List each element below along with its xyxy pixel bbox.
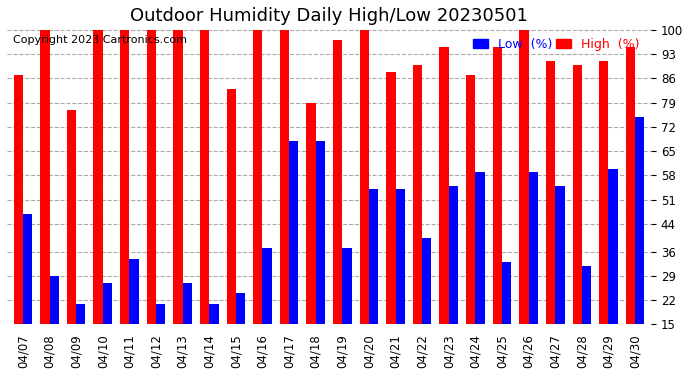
- Title: Outdoor Humidity Daily High/Low 20230501: Outdoor Humidity Daily High/Low 20230501: [130, 7, 528, 25]
- Bar: [130, 259, 139, 375]
- Bar: [279, 30, 289, 375]
- Bar: [76, 304, 86, 375]
- Bar: [316, 141, 325, 375]
- Bar: [173, 30, 183, 375]
- Bar: [14, 75, 23, 375]
- Bar: [448, 186, 458, 375]
- Bar: [609, 168, 618, 375]
- Bar: [306, 103, 316, 375]
- Bar: [466, 75, 475, 375]
- Bar: [395, 189, 405, 375]
- Bar: [93, 30, 103, 375]
- Bar: [120, 30, 130, 375]
- Bar: [369, 189, 378, 375]
- Bar: [359, 30, 369, 375]
- Bar: [413, 64, 422, 375]
- Bar: [209, 304, 219, 375]
- Bar: [502, 262, 511, 375]
- Bar: [599, 61, 609, 375]
- Text: Copyright 2023 Cartronics.com: Copyright 2023 Cartronics.com: [13, 36, 188, 45]
- Bar: [493, 47, 502, 375]
- Bar: [147, 30, 156, 375]
- Bar: [262, 248, 272, 375]
- Bar: [546, 61, 555, 375]
- Bar: [422, 238, 431, 375]
- Bar: [520, 30, 529, 375]
- Bar: [40, 30, 50, 375]
- Bar: [573, 64, 582, 375]
- Bar: [386, 72, 395, 375]
- Bar: [626, 47, 635, 375]
- Bar: [183, 283, 192, 375]
- Bar: [67, 110, 76, 375]
- Bar: [23, 214, 32, 375]
- Bar: [226, 89, 236, 375]
- Bar: [103, 283, 112, 375]
- Bar: [200, 30, 209, 375]
- Bar: [253, 30, 262, 375]
- Bar: [236, 293, 245, 375]
- Bar: [156, 304, 166, 375]
- Legend: Low  (%), High  (%): Low (%), High (%): [469, 33, 645, 56]
- Bar: [50, 276, 59, 375]
- Bar: [582, 266, 591, 375]
- Bar: [333, 40, 342, 375]
- Bar: [289, 141, 298, 375]
- Bar: [529, 172, 538, 375]
- Bar: [440, 47, 449, 375]
- Bar: [555, 186, 564, 375]
- Bar: [342, 248, 352, 375]
- Bar: [635, 117, 644, 375]
- Bar: [475, 172, 485, 375]
